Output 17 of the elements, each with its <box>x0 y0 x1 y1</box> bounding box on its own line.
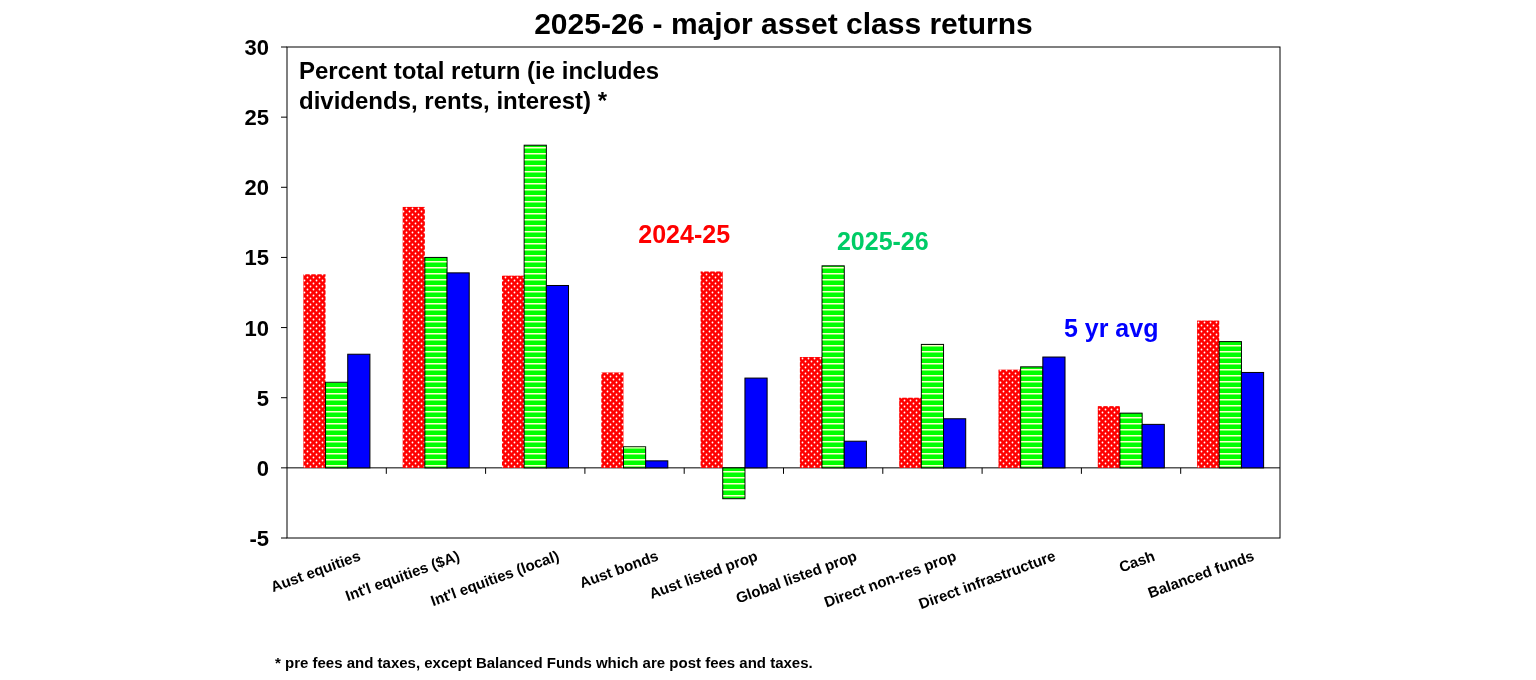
series-label: 2024-25 <box>638 220 731 249</box>
y-tick-label: 30 <box>244 35 269 60</box>
text: * pre fees and taxes, except Balanced Funds which are post fees and taxes. <box>275 654 813 671</box>
y-tick-label: 10 <box>244 315 269 341</box>
y-tick-label: 15 <box>244 245 269 271</box>
y-tick-label: -5 <box>249 526 269 551</box>
bar <box>700 271 723 468</box>
bar <box>601 372 624 468</box>
y-tick-label: 25 <box>244 105 269 131</box>
y-tick-label: 5 <box>256 385 269 411</box>
chart-title: 2025-26 - major asset class returns <box>534 7 1033 40</box>
series-label: 2025-26 <box>836 227 929 256</box>
y-tick-label: 20 <box>244 175 269 201</box>
series-label: 5 yr avg <box>1063 314 1159 343</box>
bar <box>303 274 326 468</box>
y-tick-label: 0 <box>256 455 269 481</box>
annotation: Percent total return (ie includes dividends, rents, interest) * <box>299 57 660 114</box>
